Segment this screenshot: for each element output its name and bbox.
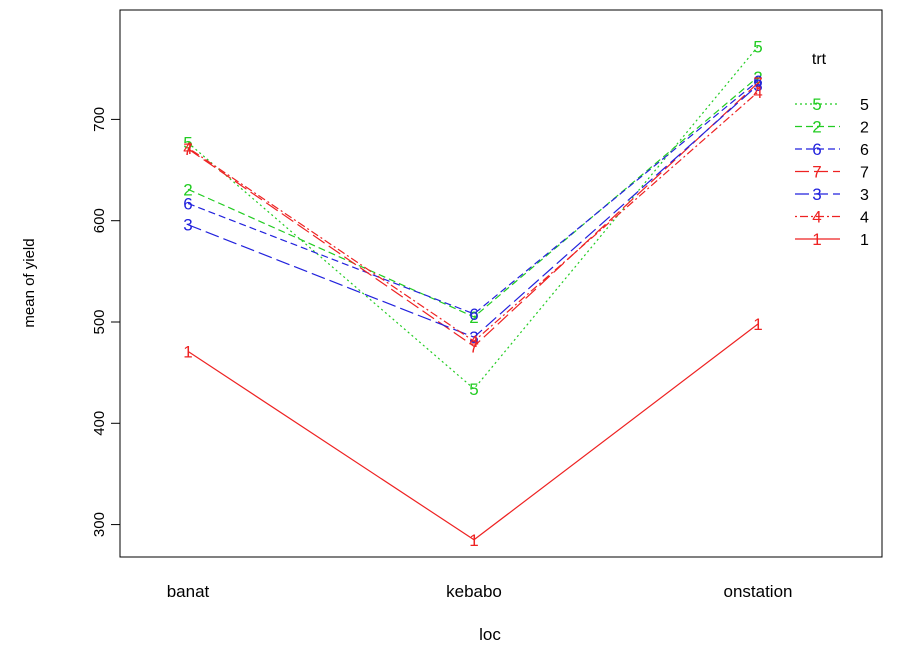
y-tick-label: 500: [91, 309, 108, 334]
point-label: 4: [183, 139, 192, 158]
legend: trt 5 5 2 2 6 6 7 7 3 3 4 4 1 1: [795, 51, 869, 249]
legend-symbol: 7: [812, 163, 821, 182]
point-label: 1: [753, 315, 762, 334]
point-label: 3: [469, 328, 478, 347]
legend-label: 7: [860, 165, 869, 182]
point-label: 7: [183, 140, 192, 159]
legend-label: 4: [860, 210, 869, 227]
series-line: [187, 84, 759, 338]
point-label: 4: [753, 83, 762, 102]
series-line: [187, 76, 759, 318]
plot-frame: [119, 9, 883, 558]
y-tick-label: 400: [91, 411, 108, 436]
legend-symbol: 3: [812, 185, 821, 204]
y-tick-label: 300: [91, 512, 108, 537]
point-label: 4: [469, 332, 478, 351]
x-axis-label: loc: [479, 625, 501, 644]
series-line: [187, 323, 759, 541]
x-tick-label: kebabo: [446, 582, 502, 601]
point-label: 6: [469, 305, 478, 324]
point-label: 7: [469, 337, 478, 356]
legend-label: 1: [860, 232, 869, 249]
legend-symbol: 6: [812, 140, 821, 159]
series-line: [187, 91, 759, 342]
legend-symbol: 1: [812, 230, 821, 249]
legend-title: trt: [812, 51, 827, 68]
series-line: [187, 80, 759, 315]
series-line: [187, 82, 759, 348]
point-label: 2: [753, 68, 762, 87]
legend-label: 5: [860, 97, 869, 114]
legend-symbol: 2: [812, 118, 821, 137]
legend-symbol: 4: [812, 208, 821, 227]
y-tick-label: 700: [91, 107, 108, 132]
point-label: 2: [469, 308, 478, 327]
legend-label: 2: [860, 120, 869, 137]
point-label: 5: [753, 37, 762, 56]
x-tick-label: onstation: [724, 582, 793, 601]
legend-symbol: 5: [812, 95, 821, 114]
point-label: 3: [753, 76, 762, 95]
y-axis: 300 400 500 600 700: [91, 107, 120, 537]
legend-label: 3: [860, 187, 869, 204]
point-label: 5: [183, 134, 192, 153]
y-tick-label: 600: [91, 208, 108, 233]
x-axis: banat kebabo onstation: [167, 582, 793, 601]
point-label: 3: [183, 216, 192, 235]
point-label: 6: [753, 72, 762, 91]
y-axis-label: mean of yield: [21, 238, 38, 327]
legend-label: 6: [860, 142, 869, 159]
point-label: 1: [469, 531, 478, 550]
point-label: 1: [183, 342, 192, 361]
point-label: 7: [753, 74, 762, 93]
point-label: 2: [183, 180, 192, 199]
series-line: [187, 46, 759, 390]
point-label: 5: [469, 380, 478, 399]
point-label: 6: [183, 194, 192, 213]
x-tick-label: banat: [167, 582, 210, 601]
